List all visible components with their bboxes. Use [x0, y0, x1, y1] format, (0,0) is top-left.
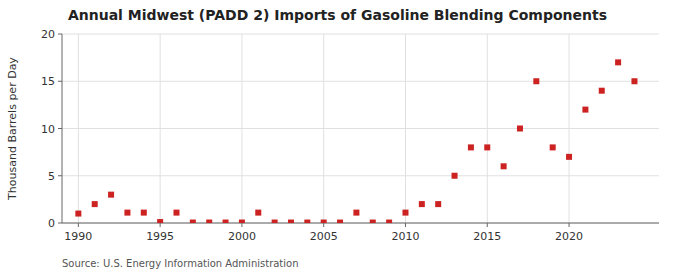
grid: [62, 34, 659, 223]
x-tick-label: 2010: [391, 230, 419, 243]
x-tick: [569, 223, 570, 227]
x-tick-label: 2020: [555, 230, 583, 243]
y-tick-label: 10: [41, 123, 55, 136]
point: [468, 144, 474, 150]
x-grid-line: [569, 34, 570, 223]
x-tick: [160, 223, 161, 227]
y-tick-label: 5: [48, 170, 55, 183]
point: [239, 220, 245, 223]
point: [288, 220, 294, 223]
point: [223, 220, 229, 223]
x-tick: [78, 223, 79, 227]
point: [599, 88, 605, 94]
point: [501, 163, 507, 169]
y-tick-label: 15: [41, 75, 55, 88]
x-tick-label: 2005: [310, 230, 338, 243]
point: [582, 107, 588, 113]
point: [452, 173, 458, 179]
x-tick: [323, 223, 324, 227]
x-tick-label: 1995: [146, 230, 174, 243]
point: [75, 211, 81, 217]
y-tick-label: 0: [48, 217, 55, 230]
x-grid-line: [78, 34, 79, 223]
point: [435, 201, 441, 207]
point: [92, 201, 98, 207]
y-tick: [58, 128, 62, 129]
chart: Annual Midwest (PADD 2) Imports of Gasol…: [0, 0, 675, 275]
point: [419, 201, 425, 207]
point: [631, 78, 637, 84]
point: [402, 210, 408, 216]
point: [337, 220, 343, 223]
x-grid-line: [487, 34, 488, 223]
point: [124, 210, 130, 216]
point: [484, 144, 490, 150]
y-tick: [58, 81, 62, 82]
title: Annual Midwest (PADD 2) Imports of Gasol…: [68, 7, 607, 23]
point: [304, 220, 310, 223]
x-grid-line: [323, 34, 324, 223]
point: [157, 219, 163, 223]
x-grid-line: [241, 34, 242, 223]
point: [566, 154, 572, 160]
point: [190, 220, 196, 223]
x-tick-label: 2000: [228, 230, 256, 243]
point: [206, 220, 212, 223]
points: [75, 59, 637, 223]
point: [615, 59, 621, 65]
point: [386, 220, 392, 223]
point: [353, 210, 359, 216]
point: [370, 220, 376, 223]
x-grid-line: [405, 34, 406, 223]
x-tick: [487, 223, 488, 227]
y-tick: [58, 175, 62, 176]
point: [321, 220, 327, 223]
point: [141, 210, 147, 216]
x-tick: [405, 223, 406, 227]
point: [533, 78, 539, 84]
x-grid-line: [160, 34, 161, 223]
x-tick: [241, 223, 242, 227]
point: [173, 210, 179, 216]
y-tick-label: 20: [41, 28, 55, 41]
point: [108, 192, 114, 198]
y-tick: [58, 34, 62, 35]
point: [272, 220, 278, 223]
axes: 1990 1995 2000 2005 2010 2015 2020 0 5 10 15 20: [41, 28, 659, 243]
point: [517, 126, 523, 132]
y-axis-label: Thousand Barrels per Day: [6, 57, 19, 201]
x-tick-label: 2015: [473, 230, 501, 243]
annotation: Source: U.S. Energy Information Administ…: [62, 258, 299, 269]
point: [255, 210, 261, 216]
y-tick: [58, 223, 62, 224]
x-tick-label: 1990: [64, 230, 92, 243]
point: [550, 144, 556, 150]
